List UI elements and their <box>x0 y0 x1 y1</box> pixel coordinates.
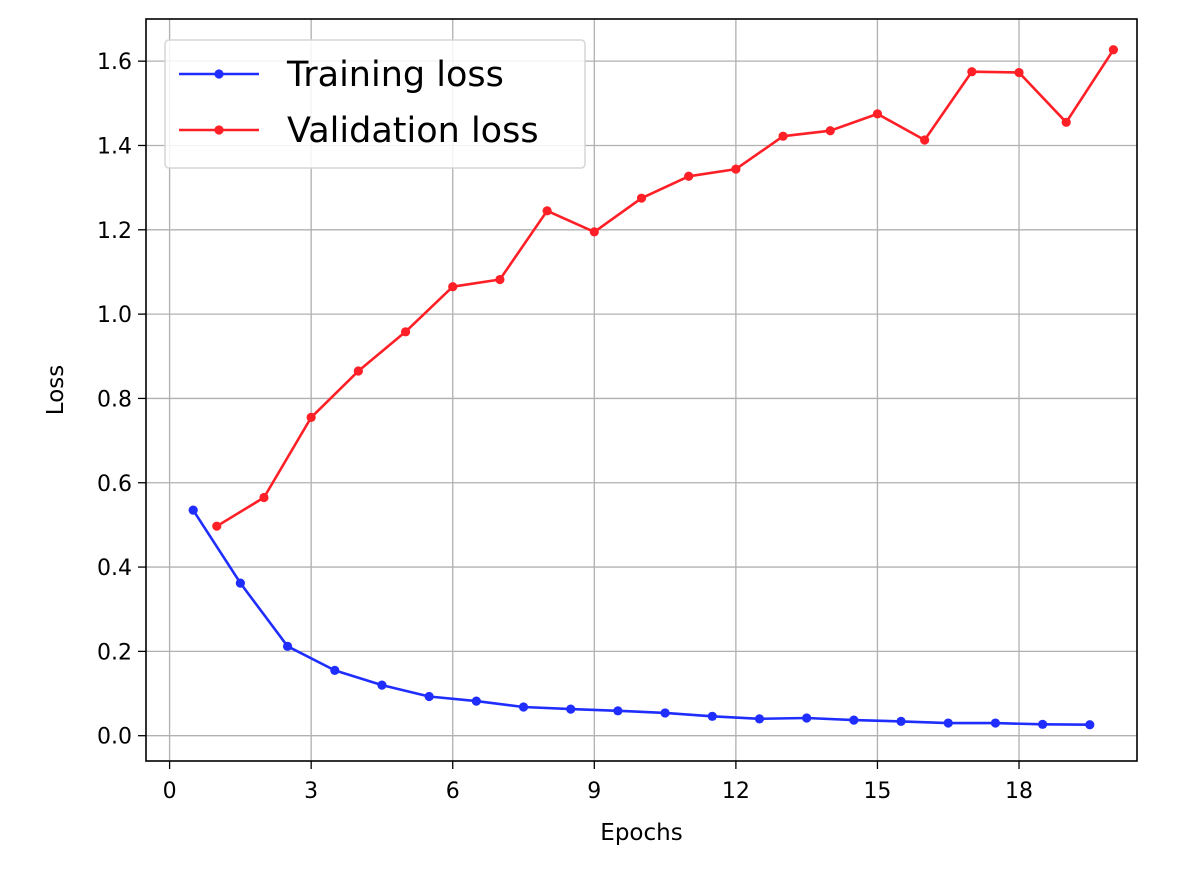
x-tick-label: 9 <box>587 779 601 804</box>
x-tick-label: 12 <box>722 779 750 804</box>
validation-loss-point <box>825 126 835 136</box>
training-loss-legend-marker <box>214 69 224 79</box>
validation-loss-point <box>1061 117 1071 127</box>
legend: Training loss Validation loss <box>164 39 586 169</box>
validation-loss-point <box>448 282 458 292</box>
x-tick-label: 18 <box>1005 779 1033 804</box>
training-loss-point <box>754 714 765 724</box>
training-loss-point <box>518 702 529 712</box>
x-tick-label: 0 <box>163 779 177 804</box>
validation-loss-point <box>684 171 694 181</box>
training-loss-legend-label: Training loss <box>286 55 504 95</box>
training-loss-point <box>896 716 906 726</box>
y-tick-label: 0.0 <box>97 725 132 750</box>
training-loss-point <box>566 704 576 714</box>
y-tick-label: 1.6 <box>97 50 132 75</box>
validation-loss-point <box>920 135 930 145</box>
x-tick-label: 3 <box>304 779 318 804</box>
training-loss-point <box>330 665 340 675</box>
axis-ticks: 0 3 6 9 12 15 18 0.0 0.2 0.4 0.6 0.8 1.0 1.2 1.4 1.6 <box>97 50 1033 804</box>
training-loss-point <box>802 713 812 723</box>
validation-loss-point <box>1108 45 1119 55</box>
plot-area-frame <box>145 18 1138 762</box>
x-tick-label: 6 <box>446 779 460 804</box>
validation-loss-point <box>778 131 788 141</box>
validation-loss-point <box>353 366 363 376</box>
training-loss-point <box>849 715 859 725</box>
validation-loss-point <box>731 164 741 174</box>
x-tick-label: 15 <box>863 779 891 804</box>
training-loss-point <box>1085 720 1095 730</box>
training-loss-point <box>707 711 717 721</box>
validation-loss-point <box>636 193 647 203</box>
training-loss-point <box>1038 719 1048 729</box>
training-loss-point <box>377 680 387 690</box>
y-tick-label: 0.6 <box>97 472 132 497</box>
series-layer <box>188 45 1119 730</box>
y-tick-label: 1.4 <box>97 134 132 159</box>
validation-loss-point <box>306 412 316 423</box>
training-loss-point <box>660 708 670 718</box>
validation-loss-point <box>967 67 977 77</box>
validation-loss-point <box>212 521 222 531</box>
validation-loss-point <box>400 327 411 337</box>
legend-box <box>164 39 586 169</box>
y-tick-label: 0.8 <box>97 387 132 412</box>
validation-loss-point <box>589 227 599 237</box>
validation-loss-legend-marker <box>214 125 224 135</box>
validation-loss-point <box>495 274 505 285</box>
validation-loss-point <box>872 109 883 119</box>
training-loss-point <box>471 696 481 706</box>
training-loss-point <box>282 641 293 651</box>
validation-loss-point <box>259 492 269 503</box>
y-tick-label: 1.0 <box>97 303 132 328</box>
training-loss-point <box>990 718 1001 728</box>
y-axis-title: Loss <box>43 365 69 415</box>
validation-loss-line <box>216 49 1115 528</box>
training-loss-line <box>192 509 1090 726</box>
training-loss-point <box>188 505 198 515</box>
validation-loss-point <box>1014 67 1024 78</box>
y-tick-label: 1.2 <box>97 219 132 244</box>
training-loss-point <box>613 706 623 716</box>
y-tick-label: 0.2 <box>97 640 132 665</box>
training-loss-point <box>235 578 245 588</box>
validation-loss-point <box>542 206 552 216</box>
training-loss-point <box>424 691 434 702</box>
training-loss-point <box>943 718 953 728</box>
x-axis-title: Epochs <box>600 820 682 846</box>
validation-loss-legend-label: Validation loss <box>287 111 539 151</box>
y-tick-label: 0.4 <box>97 556 132 581</box>
